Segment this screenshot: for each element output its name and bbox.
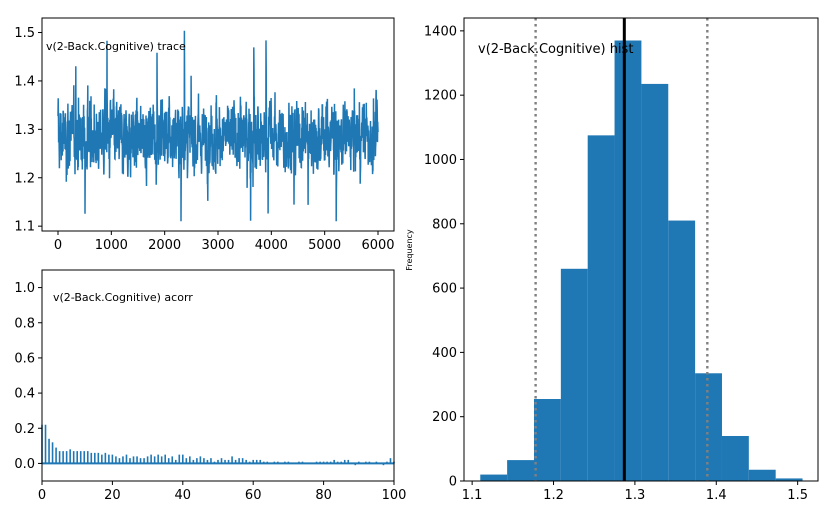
trace-x-tick-label: 5000 bbox=[308, 238, 341, 253]
acorr-plot-area bbox=[42, 270, 394, 481]
hist-x-axis: 1.1 1.2 1.3 1.4 1.5 bbox=[462, 481, 808, 503]
hist-title: v(2-Back.Cognitive) hist bbox=[478, 42, 633, 57]
trace-x-tick-label: 0 bbox=[54, 238, 62, 253]
hist-y-tick-label: 0 bbox=[449, 475, 457, 490]
trace-x-tick-label: 3000 bbox=[201, 238, 234, 253]
trace-y-tick-label: 1.5 bbox=[14, 26, 35, 41]
hist-bar bbox=[695, 373, 722, 481]
hist-bar bbox=[587, 135, 615, 481]
hist-y-axis: 0 200 400 600 800 1000 1200 1400 bbox=[424, 24, 464, 490]
trace-x-tick-label: 6000 bbox=[361, 238, 394, 253]
hist-bar bbox=[641, 83, 669, 481]
hist-frame bbox=[463, 17, 819, 482]
acorr-x-tick-label: 0 bbox=[38, 488, 46, 503]
acorr-bars bbox=[41, 424, 395, 466]
hist-y-tick-label: 400 bbox=[432, 346, 457, 361]
trace-panel: v(2-Back.Cognitive) trace 0 1000 2000 3000 4… bbox=[14, 17, 395, 253]
trace-y-tick-label: 1.1 bbox=[14, 220, 35, 235]
acorr-title: v(2-Back.Cognitive) acorr bbox=[53, 291, 193, 304]
hist-x-tick-label: 1.5 bbox=[787, 488, 808, 503]
hist-bar bbox=[533, 399, 561, 481]
hist-y-axis-label: Frequency bbox=[405, 229, 414, 271]
trace-x-tick-label: 1000 bbox=[95, 238, 128, 253]
hist-y-tick-label: 200 bbox=[432, 410, 457, 425]
acorr-x-tick-label: 20 bbox=[104, 488, 121, 503]
hist-x-tick-label: 1.4 bbox=[706, 488, 727, 503]
acorr-x-tick-label: 80 bbox=[315, 488, 332, 503]
hist-bar bbox=[775, 478, 803, 481]
hist-panel: v(2-Back.Cognitive) hist Frequency 1.1 1.… bbox=[405, 17, 819, 503]
hist-y-tick-label: 1200 bbox=[424, 89, 457, 104]
hist-x-tick-label: 1.2 bbox=[543, 488, 564, 503]
hist-x-tick-label: 1.3 bbox=[625, 488, 646, 503]
hist-bars bbox=[480, 40, 803, 481]
trace-x-tick-label: 4000 bbox=[255, 238, 288, 253]
acorr-y-axis: 0.0 0.2 0.4 0.6 0.8 1.0 bbox=[14, 281, 42, 472]
trace-y-tick-label: 1.3 bbox=[14, 123, 35, 138]
hist-y-tick-label: 1000 bbox=[424, 153, 457, 168]
trace-x-axis: 0 1000 2000 3000 4000 5000 6000 bbox=[54, 231, 395, 253]
hist-y-tick-label: 1400 bbox=[424, 24, 457, 39]
trace-x-tick-label: 2000 bbox=[148, 238, 181, 253]
acorr-x-tick-label: 100 bbox=[382, 488, 407, 503]
trace-title: v(2-Back.Cognitive) trace bbox=[46, 40, 186, 53]
hist-y-tick-label: 600 bbox=[432, 282, 457, 297]
trace-y-tick-label: 1.4 bbox=[14, 74, 35, 89]
acorr-y-tick-label: 0.8 bbox=[14, 316, 35, 331]
hist-bar bbox=[748, 469, 776, 481]
hist-x-tick-label: 1.1 bbox=[462, 488, 483, 503]
acorr-y-tick-label: 0.2 bbox=[14, 422, 35, 437]
acorr-y-tick-label: 0.0 bbox=[14, 457, 35, 472]
trace-y-axis: 1.1 1.2 1.3 1.4 1.5 bbox=[14, 26, 42, 235]
acorr-frame bbox=[41, 269, 395, 482]
hist-bar bbox=[560, 268, 588, 481]
trace-series bbox=[57, 30, 379, 222]
hist-bar bbox=[668, 220, 696, 481]
acorr-panel: v(2-Back.Cognitive) acorr 0 20 40 60 80 100 0… bbox=[14, 269, 407, 503]
acorr-y-tick-label: 0.4 bbox=[14, 387, 35, 402]
acorr-x-tick-label: 40 bbox=[175, 488, 192, 503]
acorr-x-axis: 0 20 40 60 80 100 bbox=[38, 481, 407, 503]
hist-bar bbox=[507, 460, 534, 481]
hist-bar bbox=[480, 474, 508, 481]
acorr-x-tick-label: 60 bbox=[245, 488, 262, 503]
acorr-y-tick-label: 1.0 bbox=[14, 281, 35, 296]
acorr-y-tick-label: 0.6 bbox=[14, 351, 35, 366]
trace-y-tick-label: 1.2 bbox=[14, 171, 35, 186]
trace-line bbox=[57, 30, 379, 222]
hist-bar bbox=[721, 435, 749, 481]
hist-y-tick-label: 800 bbox=[432, 217, 457, 232]
hist-bar bbox=[614, 40, 642, 481]
